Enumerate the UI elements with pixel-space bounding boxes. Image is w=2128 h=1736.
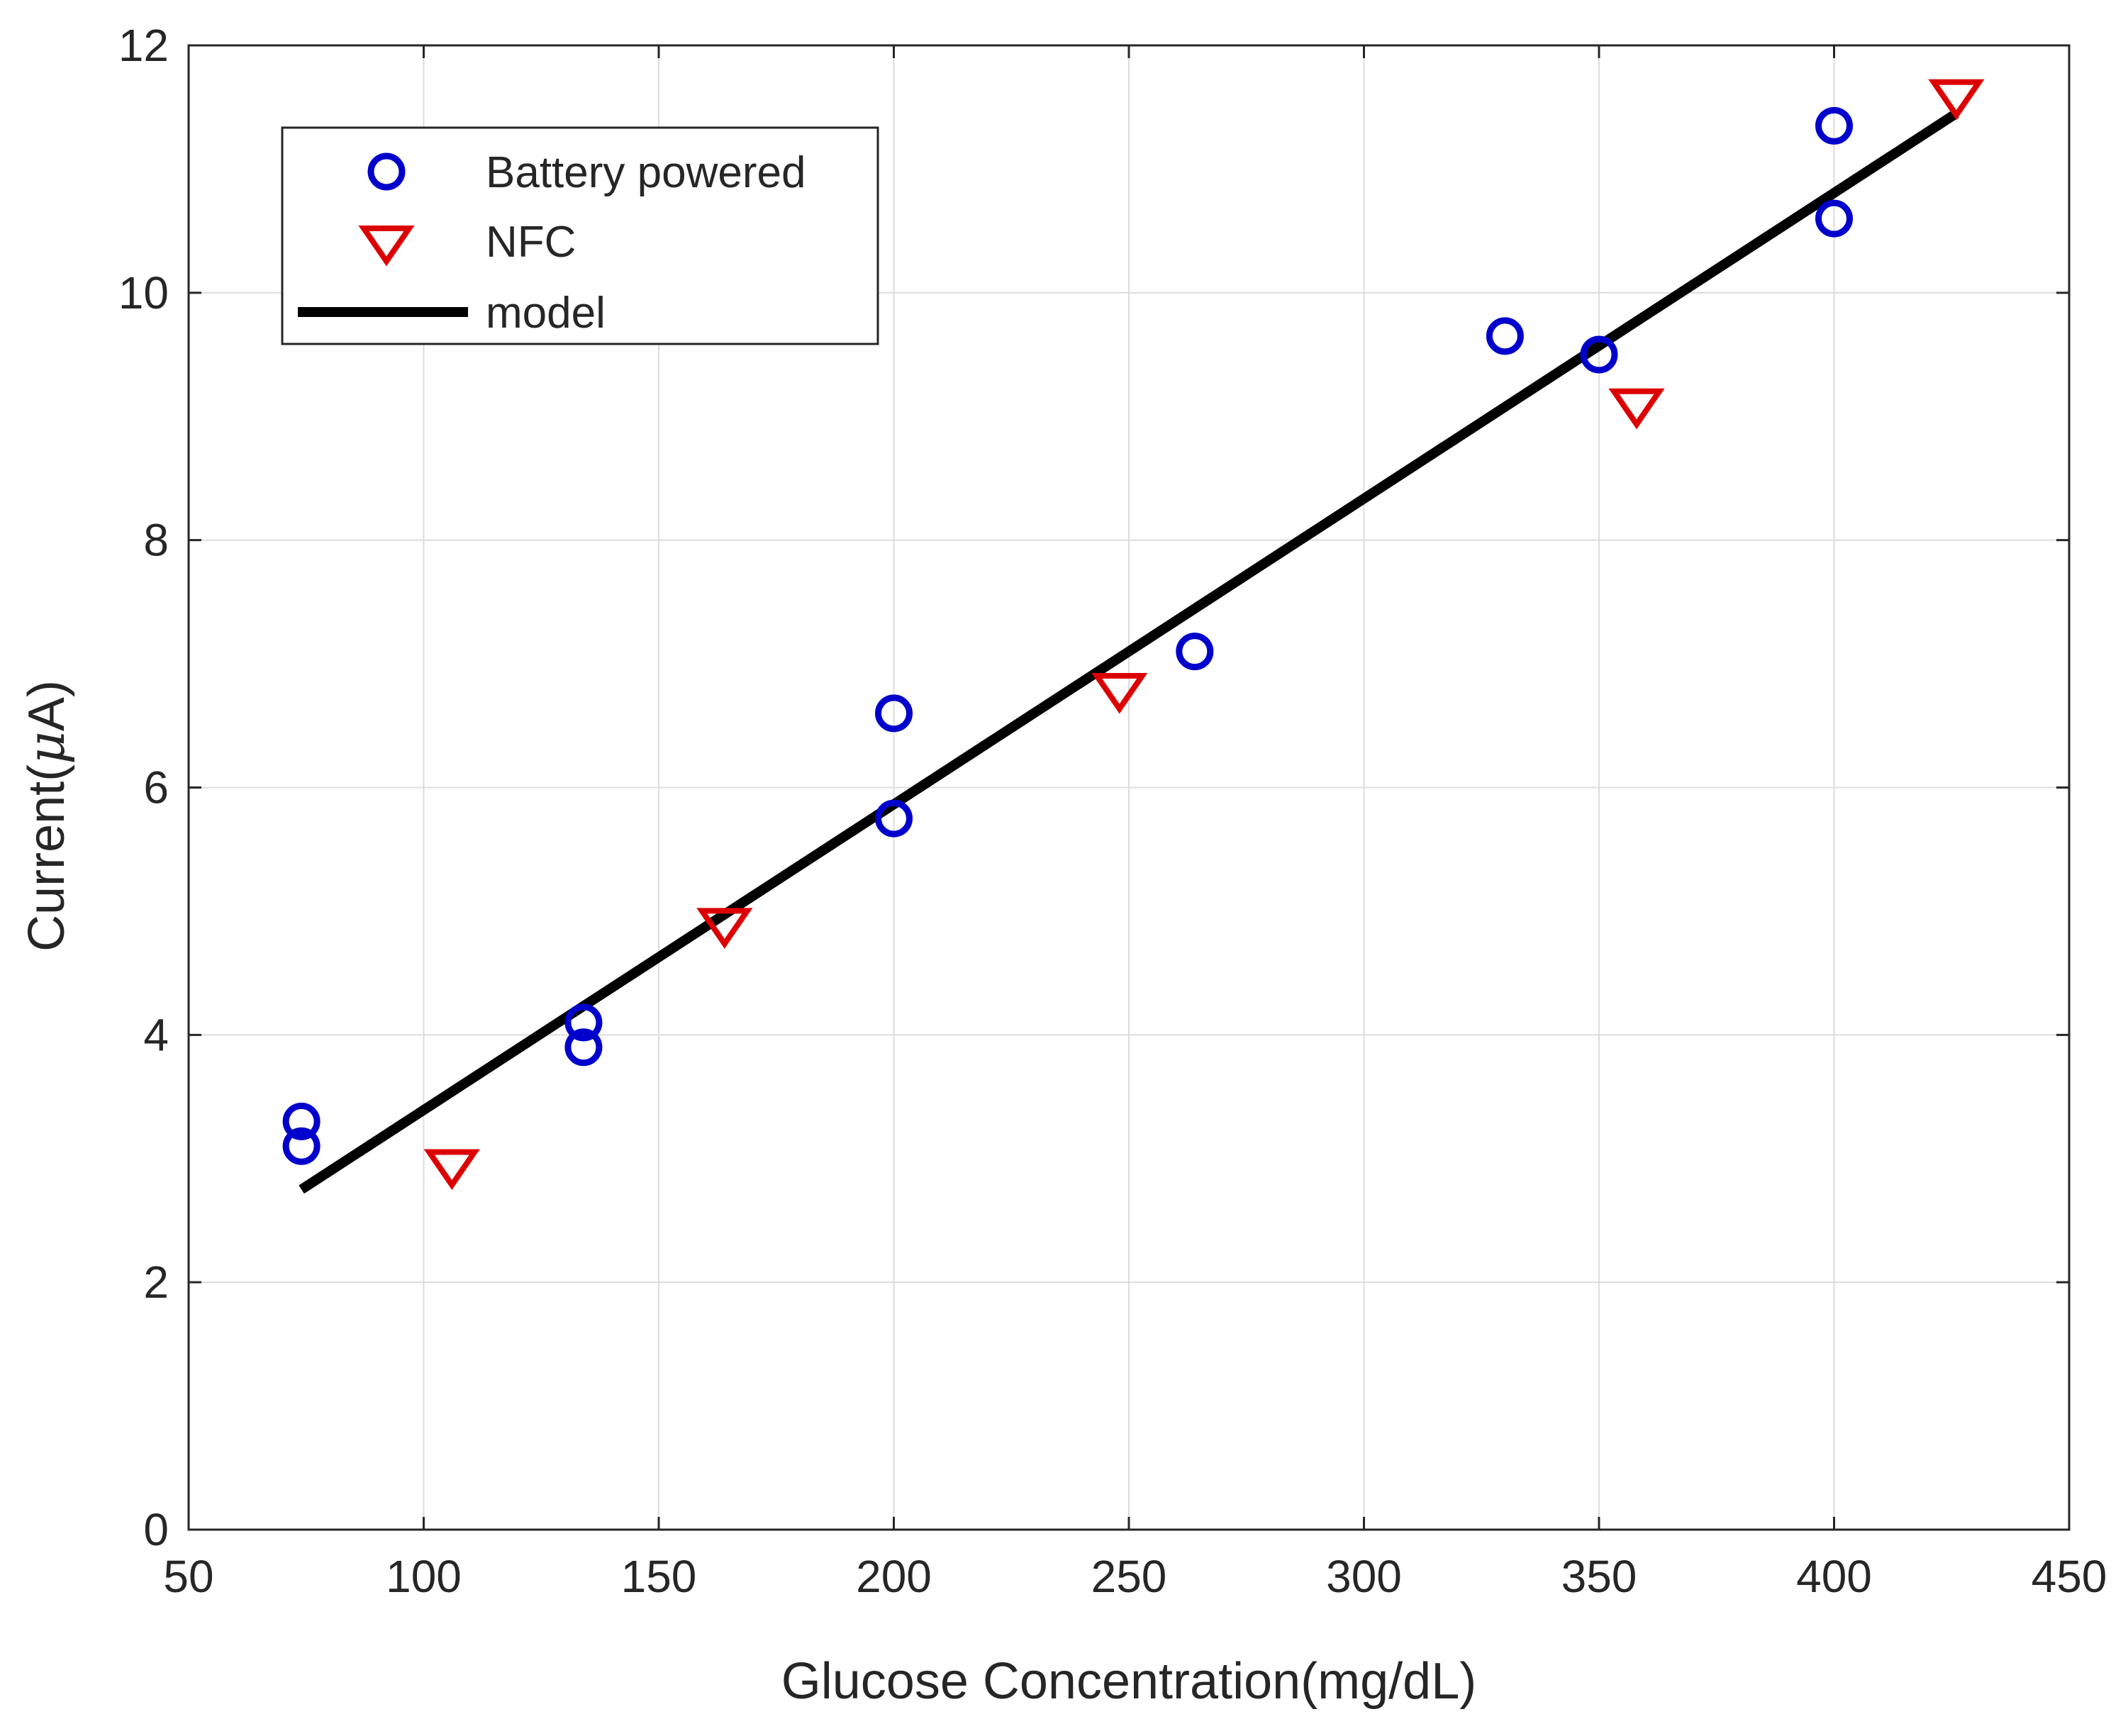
x-tick-label: 50 bbox=[163, 1551, 213, 1602]
nfc-point-1 bbox=[696, 908, 753, 949]
x-tick-labels: 50 100 150 200 250 300 350 400 450 bbox=[163, 1551, 2107, 1602]
nfc-point-2 bbox=[1091, 672, 1148, 714]
y-tick-label: 8 bbox=[143, 515, 169, 566]
x-tick-label: 200 bbox=[856, 1551, 932, 1602]
x-tick-label: 350 bbox=[1561, 1551, 1637, 1602]
battery-powered-point-10 bbox=[1815, 199, 1853, 238]
battery-powered-point-6 bbox=[1176, 633, 1214, 671]
nfc-point-3 bbox=[1608, 388, 1665, 430]
y-tick-label: 12 bbox=[118, 20, 169, 71]
y-tick-label: 0 bbox=[143, 1504, 169, 1555]
legend: Battery powered NFC model bbox=[281, 126, 879, 345]
y-axis-title-mu: μ bbox=[16, 731, 76, 764]
y-tick-label: 10 bbox=[118, 267, 169, 318]
battery-powered-point-0 bbox=[282, 1102, 321, 1140]
y-tick-label: 4 bbox=[143, 1009, 169, 1060]
legend-circle-marker bbox=[367, 152, 406, 191]
battery-powered-point-4 bbox=[875, 694, 913, 733]
x-axis-title: Glucose Concentration(mg/dL) bbox=[781, 1653, 1476, 1710]
legend-item-0: Battery powered bbox=[367, 148, 806, 197]
x-tick-label: 450 bbox=[2032, 1551, 2107, 1602]
legend-label: model bbox=[486, 289, 606, 338]
x-tick-label: 250 bbox=[1091, 1551, 1167, 1602]
battery-powered-point-9 bbox=[1815, 106, 1853, 145]
axis-ticks bbox=[187, 44, 2071, 1531]
y-axis-title: Current(μA) bbox=[16, 680, 76, 952]
data-markers bbox=[282, 79, 1985, 1191]
legend-label: Battery powered bbox=[486, 148, 806, 197]
legend-items: Battery powered NFC model bbox=[298, 148, 806, 338]
battery-powered-point-1 bbox=[282, 1127, 321, 1165]
nfc-point-0 bbox=[423, 1149, 480, 1191]
x-tick-label: 400 bbox=[1796, 1551, 1872, 1602]
legend-item-2: model bbox=[298, 289, 606, 338]
nfc-point-4 bbox=[1928, 79, 1985, 121]
y-axis-title-prefix: Current( bbox=[18, 764, 75, 952]
battery-powered-point-7 bbox=[1486, 317, 1524, 355]
battery-powered-point-3 bbox=[564, 1028, 603, 1067]
battery-powered-point-5 bbox=[875, 799, 913, 838]
battery-powered-point-8 bbox=[1580, 335, 1618, 374]
battery-powered-point-2 bbox=[564, 1003, 603, 1042]
x-tick-label: 100 bbox=[386, 1551, 462, 1602]
x-tick-label: 300 bbox=[1326, 1551, 1402, 1602]
legend-label: NFC bbox=[486, 218, 576, 267]
legend-item-1: NFC bbox=[358, 218, 576, 267]
legend-triangle-marker bbox=[358, 226, 415, 267]
y-tick-label: 2 bbox=[143, 1257, 169, 1308]
y-axis-title-suffix: A) bbox=[18, 680, 75, 731]
y-tick-label: 6 bbox=[143, 762, 169, 813]
x-tick-label: 150 bbox=[621, 1551, 697, 1602]
y-tick-labels: 0 2 4 6 8 10 12 bbox=[118, 20, 169, 1555]
grid-lines bbox=[189, 45, 2069, 1530]
